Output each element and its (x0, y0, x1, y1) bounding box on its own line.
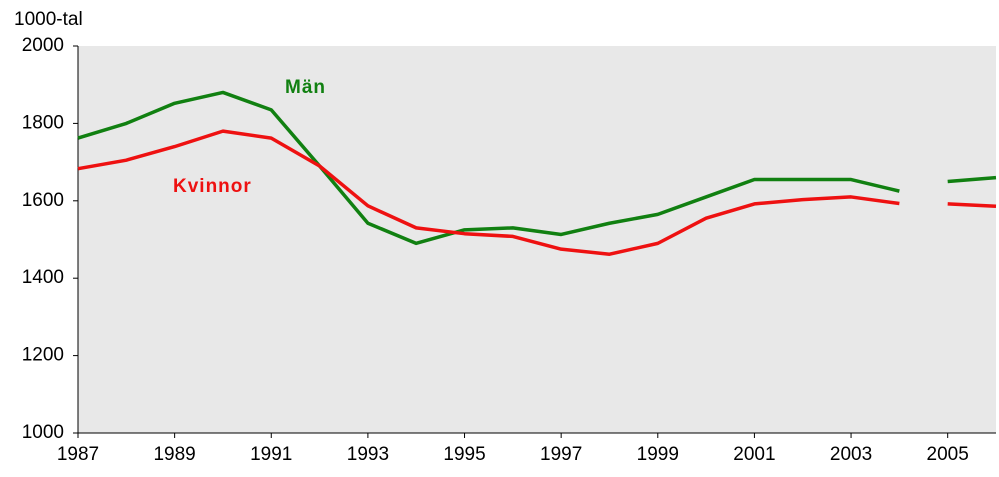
y-tick-label: 2000 (22, 35, 64, 56)
series-label: Män (285, 77, 326, 98)
plot-area (78, 46, 996, 433)
y-tick-label: 1000 (22, 422, 64, 443)
x-tick-label: 1999 (637, 444, 679, 465)
x-tick-label: 1993 (347, 444, 389, 465)
y-axis-label: 1000-tal (14, 9, 83, 30)
series-line (77, 90, 997, 246)
y-tick-label: 1400 (22, 267, 64, 288)
y-tick-label: 1800 (22, 112, 64, 133)
x-tick-label: 1997 (540, 444, 582, 465)
x-tick-label: 1995 (443, 444, 485, 465)
x-tick-label: 2001 (733, 444, 775, 465)
x-tick-label: 1989 (153, 444, 195, 465)
y-tick-label: 1200 (22, 345, 64, 366)
x-tick-label: 1987 (57, 444, 99, 465)
y-tick-label: 1600 (22, 190, 64, 211)
series-line (77, 129, 997, 256)
series-label: Kvinnor (173, 176, 252, 197)
x-tick-label: 2003 (830, 444, 872, 465)
x-tick-label: 1991 (250, 444, 292, 465)
x-tick-label: 2005 (927, 444, 969, 465)
